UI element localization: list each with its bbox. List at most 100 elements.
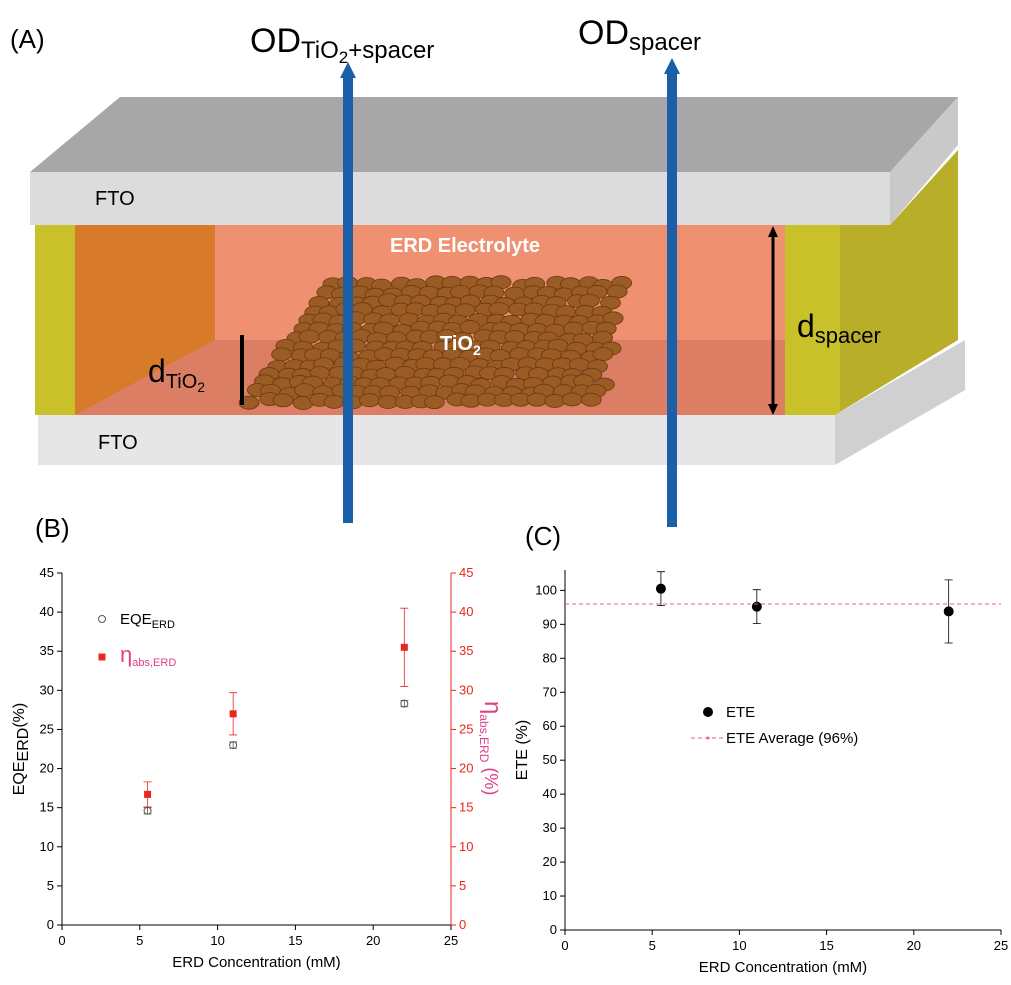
- particle: [424, 396, 444, 409]
- particle: [593, 348, 613, 361]
- legend-label: ETE: [726, 704, 755, 721]
- legend-marker: [99, 654, 106, 661]
- data-point: [752, 602, 762, 612]
- particle: [272, 348, 292, 361]
- y-tick-label: 20: [40, 761, 54, 776]
- fto-label: FTO: [95, 188, 135, 210]
- text: TiO: [301, 37, 339, 64]
- text: abs,ERD: [132, 657, 176, 669]
- data-point: [144, 791, 151, 798]
- particle: [562, 393, 582, 406]
- text: 2: [197, 379, 205, 395]
- y-tick-label: 45: [40, 565, 54, 580]
- y2-tick-label: 40: [459, 604, 473, 619]
- particle: [545, 394, 565, 407]
- y-tick-label: 60: [543, 718, 557, 733]
- particle: [527, 393, 547, 406]
- x-tick-label: 0: [561, 938, 568, 953]
- x-tick-label: 25: [444, 933, 458, 948]
- legend-marker: [99, 616, 106, 623]
- y-tick-label: 15: [40, 800, 54, 815]
- y-tick-label: 35: [40, 643, 54, 658]
- device-diagram: (A) ODTiO2+spacer ODspacer FTO FTO ERD E…: [10, 14, 965, 527]
- x-tick-label: 25: [994, 938, 1008, 953]
- y2-tick-label: 35: [459, 643, 473, 658]
- y-tick-label: 10: [40, 839, 54, 854]
- text: OD: [250, 22, 301, 60]
- text: 2: [473, 342, 481, 358]
- text: spacer: [629, 29, 701, 56]
- legend-marker: [703, 707, 713, 717]
- y2-tick-label: 20: [459, 761, 473, 776]
- text: η: [479, 701, 506, 714]
- y-tick-label: 30: [40, 682, 54, 697]
- arrow-head: [664, 58, 680, 74]
- x-tick-label: 10: [732, 938, 746, 953]
- text: 2: [339, 48, 348, 67]
- data-point: [656, 584, 666, 594]
- text: ERD: [152, 619, 175, 631]
- y2-tick-label: 45: [459, 565, 473, 580]
- axis-label: ηabs,ERD (%): [477, 701, 506, 795]
- y-tick-label: 50: [543, 752, 557, 767]
- y2-tick-label: 5: [459, 878, 466, 893]
- text: d: [797, 308, 815, 344]
- figure: (A) ODTiO2+spacer ODspacer FTO FTO ERD E…: [0, 0, 1011, 985]
- particle: [324, 395, 344, 408]
- text: ETE (%): [514, 720, 531, 780]
- y2-tick-label: 25: [459, 721, 473, 736]
- legend-label: ETE Average (96%): [726, 730, 858, 747]
- axis-label: ETE (%): [514, 720, 531, 780]
- legend-label: EQEERD: [120, 611, 175, 631]
- data-point: [401, 644, 408, 651]
- light-beam: [343, 75, 353, 523]
- od-label: ODTiO2+spacer: [250, 22, 434, 67]
- y-tick-label: 0: [47, 917, 54, 932]
- fto-top-front: [30, 172, 890, 225]
- y-tick-label: 5: [47, 878, 54, 893]
- x-tick-label: 15: [819, 938, 833, 953]
- y-tick-label: 25: [40, 721, 54, 736]
- fto-label: FTO: [98, 432, 138, 454]
- y-tick-label: 20: [543, 854, 557, 869]
- text: η: [120, 642, 132, 667]
- text: ETE Average (96%): [726, 730, 858, 747]
- text: (%): [11, 703, 28, 728]
- text: ETE: [726, 704, 755, 721]
- legend-dot: [707, 737, 710, 740]
- panel-label: (C): [525, 521, 561, 551]
- x-tick-label: 20: [366, 933, 380, 948]
- x-tick-label: 10: [210, 933, 224, 948]
- spacer-left: [35, 225, 80, 415]
- y2-tick-label: 10: [459, 839, 473, 854]
- y-tick-label: 70: [543, 684, 557, 699]
- y-tick-label: 40: [543, 786, 557, 801]
- y-tick-label: 0: [550, 922, 557, 937]
- particle: [273, 394, 293, 407]
- od-label: ODspacer: [578, 14, 701, 56]
- particle: [581, 393, 601, 406]
- x-tick-label: 20: [907, 938, 921, 953]
- x-tick-label: 5: [136, 933, 143, 948]
- y2-tick-label: 30: [459, 682, 473, 697]
- text: (%): [481, 762, 501, 795]
- data-point: [944, 606, 954, 616]
- text: EQE: [11, 761, 28, 795]
- x-tick-label: 5: [649, 938, 656, 953]
- text: +spacer: [348, 37, 434, 64]
- text: TiO: [166, 371, 197, 393]
- x-axis-label: ERD Concentration (mM): [699, 959, 867, 976]
- y2-tick-label: 0: [459, 917, 466, 932]
- y-tick-label: 100: [535, 582, 557, 597]
- y-tick-label: 10: [543, 888, 557, 903]
- text: ERD: [15, 728, 32, 762]
- particle: [579, 294, 599, 307]
- text: OD: [578, 14, 629, 52]
- panel-label: (B): [35, 513, 70, 543]
- light-beam: [667, 72, 677, 527]
- y2-tick-label: 15: [459, 800, 473, 815]
- x-axis-label: ERD Concentration (mM): [172, 954, 340, 971]
- text: TiO: [440, 333, 473, 355]
- x-tick-label: 15: [288, 933, 302, 948]
- fto-bottom-front: [38, 415, 835, 465]
